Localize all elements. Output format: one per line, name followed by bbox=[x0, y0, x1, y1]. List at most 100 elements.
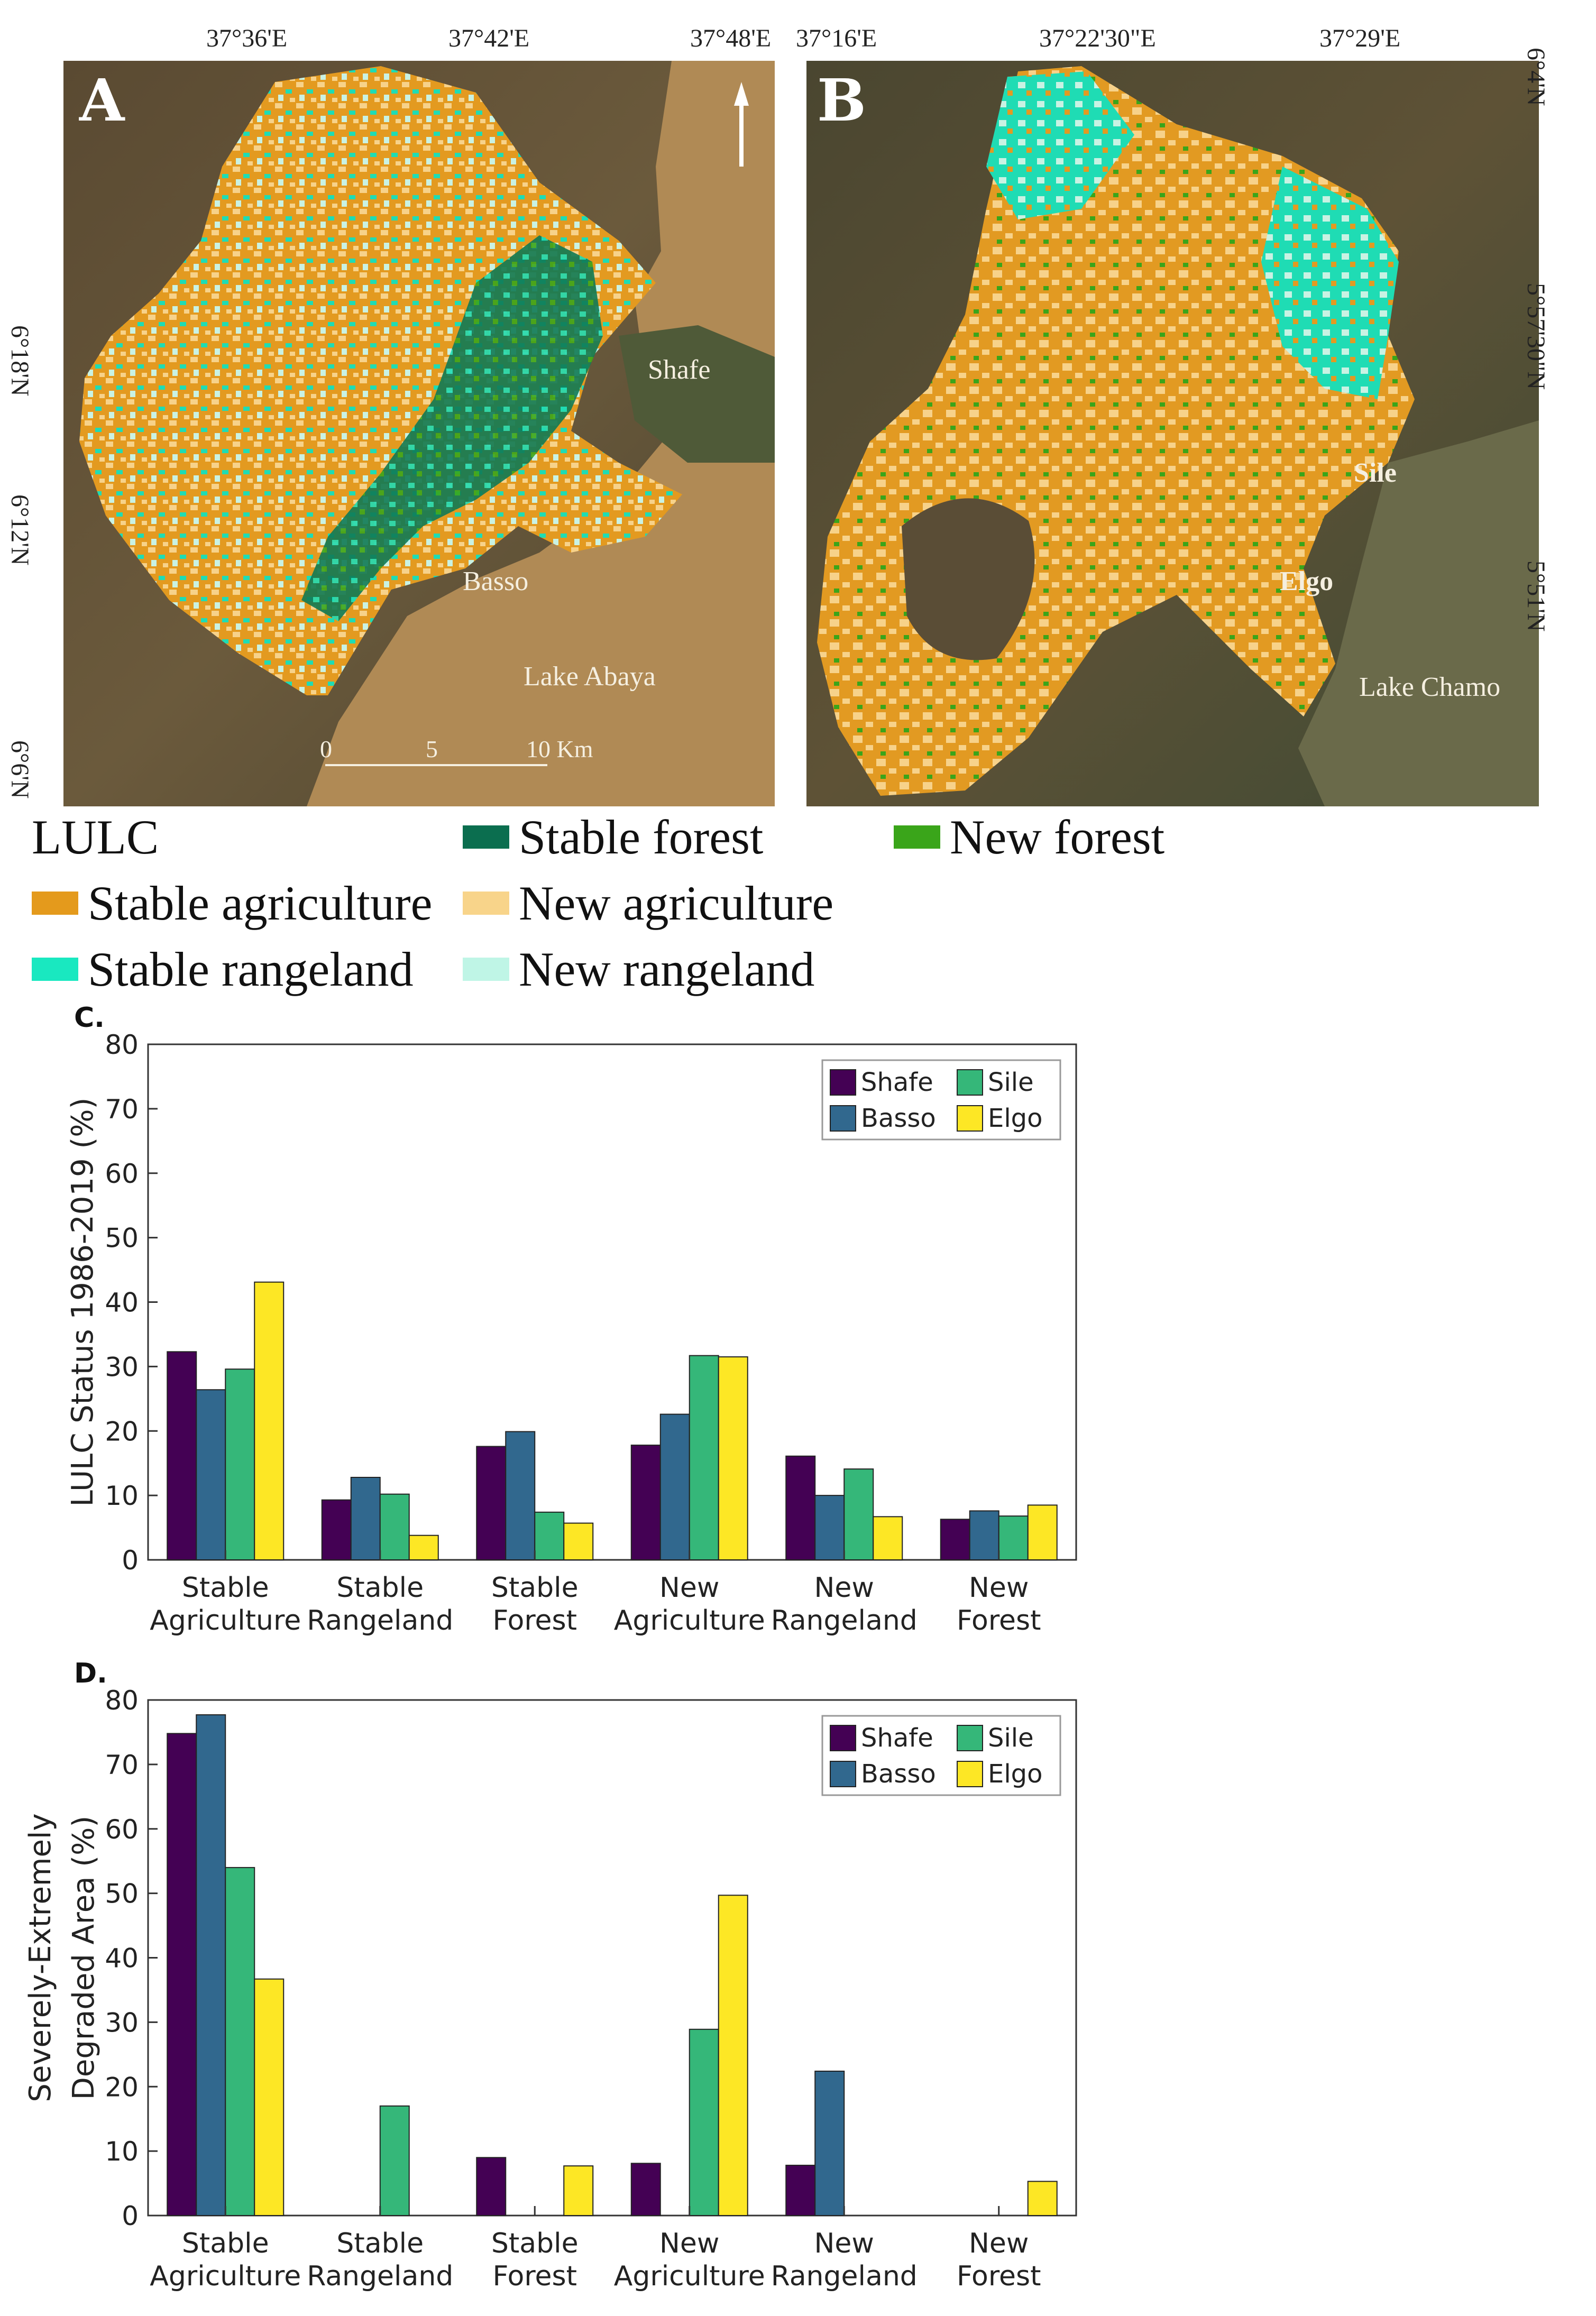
bar-shafe bbox=[476, 2157, 507, 2216]
panel-label: D. bbox=[74, 1658, 107, 1689]
x-tick-label: Stable bbox=[182, 1572, 269, 1604]
y-tick-label: 80 bbox=[105, 1685, 139, 1716]
panel-label: C. bbox=[74, 1002, 105, 1034]
map-a-letter: A bbox=[79, 66, 125, 134]
y-axis-label: Severely-Extremely bbox=[23, 1813, 58, 2102]
scale-label-10: 10 Km bbox=[526, 736, 593, 762]
bar-sile bbox=[379, 1493, 410, 1560]
y-tick-label: 70 bbox=[105, 1094, 139, 1125]
legend-stable-agriculture: Stable agriculture bbox=[32, 875, 432, 931]
bar-elgo bbox=[873, 1516, 903, 1560]
map-a-lon-2: 37°42'E bbox=[448, 24, 530, 52]
bar-shafe bbox=[321, 1499, 352, 1560]
legend-new-rangeland: New rangeland bbox=[463, 941, 814, 997]
bar-basso bbox=[196, 1389, 226, 1560]
x-tick-label: Agriculture bbox=[614, 2260, 765, 2292]
bar-basso bbox=[814, 2071, 845, 2216]
swatch-new-rangeland bbox=[463, 958, 509, 981]
y-tick-label: 30 bbox=[105, 1352, 139, 1382]
legend-swatch-sile bbox=[957, 1069, 983, 1096]
bar-shafe bbox=[167, 1351, 197, 1560]
bar-sile bbox=[689, 1355, 719, 1560]
map-a-lat-1: 6°18'N bbox=[6, 325, 34, 397]
map-b-lon-3: 37°29'E bbox=[1319, 24, 1401, 52]
map-b-panel: B Sile Elgo Lake Chamo bbox=[806, 61, 1539, 806]
y-tick-label: 40 bbox=[105, 1943, 139, 1974]
y-tick-label: 40 bbox=[105, 1288, 139, 1318]
legend-label: New forest bbox=[950, 810, 1165, 864]
swatch-new-agriculture bbox=[463, 892, 509, 915]
map-b-letter: B bbox=[817, 66, 866, 134]
place-sile: Sile bbox=[1354, 458, 1397, 488]
place-lake-abaya: Lake Abaya bbox=[524, 661, 656, 692]
legend-label: New agriculture bbox=[519, 876, 834, 930]
swatch-stable-forest bbox=[463, 825, 509, 849]
y-axis-label: Degraded Area (%) bbox=[67, 1816, 101, 2100]
swatch-new-forest bbox=[894, 825, 940, 849]
legend-label-basso: Basso bbox=[861, 1759, 936, 1789]
x-tick-label: Stable bbox=[491, 1572, 579, 1604]
x-tick-label: Stable bbox=[336, 2228, 424, 2259]
bar-shafe bbox=[630, 2163, 661, 2216]
map-a-study-area bbox=[79, 66, 682, 695]
x-tick-label: New bbox=[814, 1572, 874, 1604]
y-tick-label: 20 bbox=[105, 2072, 139, 2102]
swatch-stable-rangeland bbox=[32, 958, 78, 981]
chart-c: C. 0 10 20 30 40 50 60 70 80 LULC Status 1986-2019… bbox=[66, 1002, 1077, 1637]
bar-sile bbox=[843, 1468, 874, 1560]
y-tick-label: 10 bbox=[105, 2136, 139, 2167]
legend-label: Stable forest bbox=[519, 810, 764, 864]
bar-elgo bbox=[563, 1522, 594, 1560]
bar-elgo bbox=[718, 1895, 748, 2216]
x-tick-label: Rangeland bbox=[771, 1605, 918, 1637]
legend-title: LULC bbox=[32, 810, 159, 864]
y-tick-label: 60 bbox=[105, 1159, 139, 1189]
x-tick-label: New bbox=[659, 1572, 719, 1604]
bar-shafe bbox=[476, 1446, 507, 1560]
bar-elgo bbox=[408, 1534, 439, 1560]
place-lake-chamo: Lake Chamo bbox=[1359, 672, 1501, 702]
y-axis-label: LULC Status 1986-2019 (%) bbox=[66, 1098, 100, 1507]
x-tick-label: New bbox=[969, 2228, 1029, 2259]
bar-elgo bbox=[1027, 1504, 1058, 1560]
bar-basso bbox=[659, 1413, 690, 1560]
bar-sile bbox=[379, 2105, 410, 2216]
x-tick-label: Stable bbox=[491, 2228, 579, 2259]
scale-label-0: 0 bbox=[320, 736, 332, 762]
lake-abaya-water bbox=[307, 61, 775, 806]
x-tick-label: Agriculture bbox=[150, 2260, 301, 2292]
bar-sile bbox=[689, 2028, 719, 2216]
map-a-lat-2: 6°12'N bbox=[6, 494, 34, 566]
chart-d: D. 0 10 20 30 40 50 60 70 80 Severely-Extremely Deg… bbox=[23, 1658, 1077, 2292]
bar-basso bbox=[969, 1510, 999, 1560]
bar-sile bbox=[225, 1368, 255, 1560]
legend-label-basso: Basso bbox=[861, 1104, 936, 1133]
legend-label: Stable rangeland bbox=[88, 942, 414, 996]
bar-elgo bbox=[1027, 2181, 1058, 2216]
map-a-lon-3: 37°48'E bbox=[690, 24, 772, 52]
x-tick-label: Stable bbox=[182, 2228, 269, 2259]
y-tick-label: 30 bbox=[105, 2007, 139, 2038]
place-shafe: Shafe bbox=[648, 355, 711, 385]
bar-sile bbox=[225, 1867, 255, 2216]
map-b-image bbox=[806, 61, 1539, 806]
swatch-stable-agriculture bbox=[32, 892, 78, 915]
scale-line bbox=[325, 764, 547, 766]
chart-legend bbox=[821, 1715, 1061, 1796]
bar-elgo bbox=[718, 1356, 748, 1560]
map-b-lat-1: 6°4'N bbox=[1522, 48, 1550, 106]
scale-bar: 0 5 10 Km bbox=[320, 735, 593, 767]
y-tick-label: 70 bbox=[105, 1750, 139, 1780]
bar-elgo bbox=[254, 1978, 285, 2216]
x-tick-label: Rangeland bbox=[307, 1605, 453, 1637]
bar-elgo bbox=[254, 1281, 285, 1560]
bar-basso bbox=[350, 1477, 381, 1560]
x-tick-label: Forest bbox=[492, 2260, 577, 2292]
legend-label-elgo: Elgo bbox=[988, 1104, 1043, 1133]
x-tick-label: Forest bbox=[957, 1605, 1041, 1637]
legend-swatch-elgo bbox=[957, 1761, 983, 1787]
map-a-lon-1: 37°36'E bbox=[206, 24, 288, 52]
bar-basso bbox=[814, 1495, 845, 1560]
x-tick-label: Forest bbox=[957, 2260, 1041, 2292]
bar-shafe bbox=[785, 2164, 816, 2216]
